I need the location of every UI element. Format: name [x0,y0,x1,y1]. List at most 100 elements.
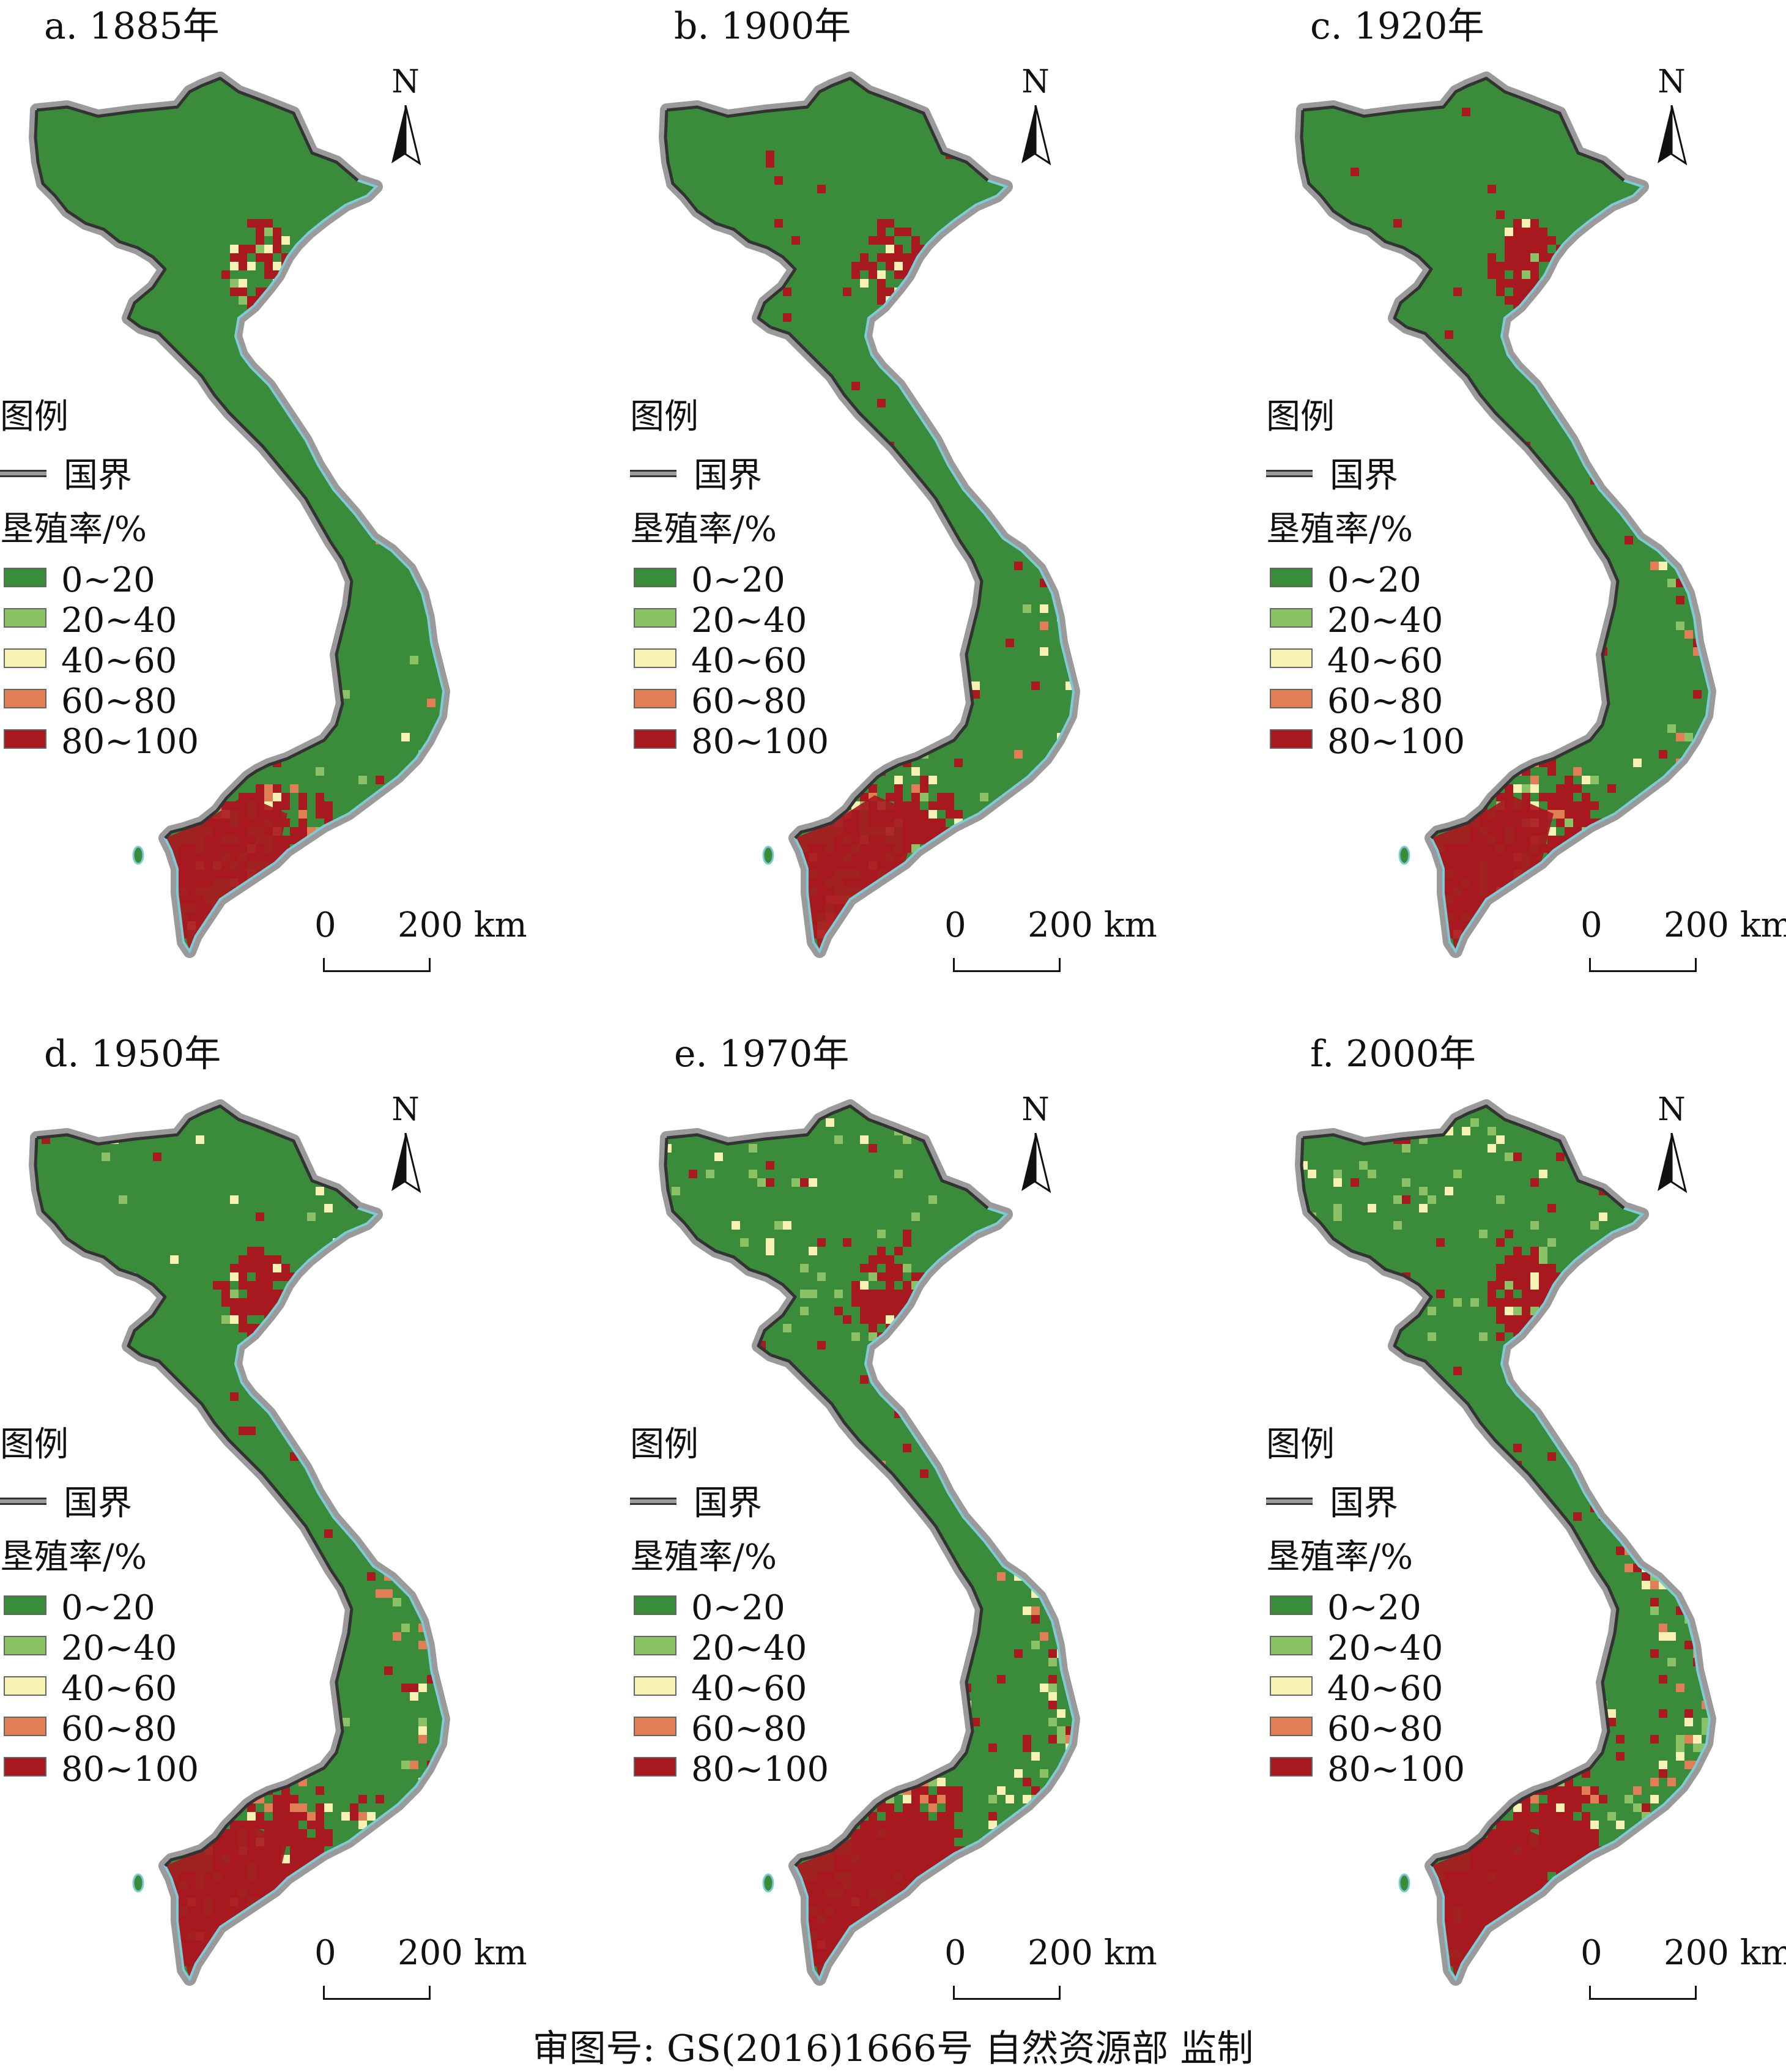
raster-cell [1633,1529,1642,1538]
raster-cell [1342,1118,1351,1127]
raster-cell [1582,1846,1590,1855]
raster-cell [1590,887,1599,896]
raster-cell [946,1829,954,1838]
raster-cell [920,1889,928,1898]
raster-cell [418,1641,427,1649]
raster-cell [273,1615,281,1624]
raster-cell [1556,819,1565,827]
raster-cell [654,1238,663,1247]
raster-cell [1031,1786,1040,1795]
raster-cell [928,1923,937,1932]
raster-cell [221,913,230,921]
raster-cell [1083,1195,1091,1204]
raster-cell [230,262,239,270]
raster-cell [1522,1915,1530,1923]
raster-cell [1522,750,1530,759]
scale-line [1589,958,1697,972]
raster-cell [1006,1504,1014,1512]
raster-cell [239,1281,247,1290]
map-panel-1950: d. 1950年 N 图例 国界 垦殖率/% 0~20 20~40 40~60 60~80 80~… [0,1028,612,2019]
legend-title: 图例 [0,1425,69,1465]
raster-cell [886,1923,894,1932]
raster-cell [1445,1812,1453,1821]
raster-cell [1676,896,1684,904]
raster-cell [1057,228,1065,236]
raster-cell [298,1803,307,1812]
raster-cell [1607,219,1616,228]
raster-cell [1556,664,1565,673]
raster-cell [937,1812,946,1821]
raster-cell [1616,1752,1625,1761]
raster-cell [774,339,783,347]
raster-cell [877,296,886,305]
raster-cell [1065,399,1073,407]
raster-cell [298,819,307,827]
raster-cell [1530,1821,1539,1829]
raster-cell [946,673,954,681]
raster-cell [860,1281,869,1290]
raster-cell [1719,690,1727,699]
raster-cell [179,1435,187,1444]
raster-cell [281,1898,290,1906]
raster-cell [1530,1923,1539,1932]
raster-cell [851,382,860,390]
raster-cell [1556,1889,1565,1898]
raster-cell [1393,1384,1402,1392]
raster-cell [1522,1666,1530,1675]
raster-cell [453,801,461,810]
raster-cell [1513,1264,1522,1272]
raster-cell [273,296,281,305]
raster-cell [928,1709,937,1718]
raster-cell [247,1932,256,1940]
raster-cell [1513,459,1522,467]
raster-cell [1522,1658,1530,1666]
raster-cell [161,887,170,896]
raster-cell [774,493,783,502]
raster-cell [997,1786,1006,1795]
raster-cell [928,1821,937,1829]
raster-cell [247,1958,256,1966]
raster-cell [911,904,920,913]
raster-cell [324,1204,333,1212]
raster-cell [393,1367,401,1375]
raster-cell [1547,1803,1556,1812]
raster-cell [988,1821,997,1829]
raster-cell [1599,853,1607,861]
raster-cell [1488,1958,1496,1966]
raster-cell [247,1803,256,1812]
raster-cell [1556,801,1565,810]
raster-cell [256,1949,264,1958]
raster-cell [221,1958,230,1966]
raster-cell [980,1127,988,1135]
raster-cell [1040,1469,1048,1478]
scale-distance: 200 km [398,905,527,945]
legend-item: 80~100 [630,722,887,762]
raster-cell [1505,1521,1513,1529]
legend-swatch [4,1757,46,1777]
raster-cell [971,1881,980,1889]
raster-cell [247,262,256,270]
raster-cell [946,878,954,887]
raster-cell [1031,1572,1040,1581]
raster-cell [851,1478,860,1487]
raster-cell [843,1958,851,1966]
land-base [1302,78,1710,951]
arrow-half-dark [391,1133,406,1191]
raster-cell [791,1940,800,1949]
raster-cell [1539,1290,1547,1298]
land-base [35,78,443,951]
raster-cell [1530,596,1539,604]
raster-cell [1436,1238,1445,1247]
raster-cell [1607,1812,1616,1821]
legend-swatch [4,568,46,587]
legend-item-label: 20~40 [61,601,177,641]
raster-cell [410,502,418,510]
raster-cell [24,1332,33,1341]
raster-cell [954,844,963,853]
raster-cell [230,1966,239,1975]
raster-cell [1539,921,1547,930]
raster-cell [1333,1178,1342,1187]
raster-cell [1539,1624,1547,1632]
raster-cell [264,878,273,887]
raster-cell [230,1298,239,1307]
